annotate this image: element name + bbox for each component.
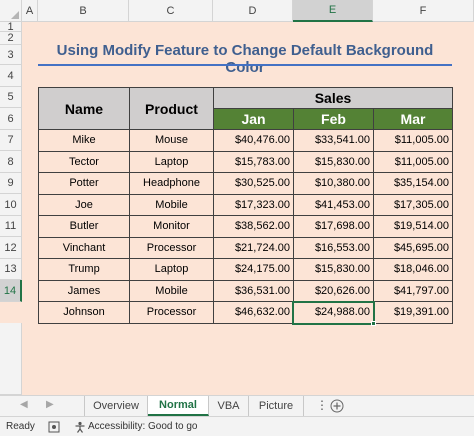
header-mar[interactable]: Mar <box>373 108 453 130</box>
column-header-b[interactable]: B <box>38 0 129 22</box>
accessibility-icon[interactable] <box>74 421 86 433</box>
cell-name[interactable]: Vinchant <box>38 236 130 259</box>
row-header-5[interactable]: 5 <box>0 87 22 108</box>
more-sheets-icon[interactable]: ⋮ <box>316 398 328 412</box>
cell-feb[interactable]: $16,553.00 <box>293 236 374 259</box>
cell-name[interactable]: James <box>38 279 130 302</box>
cell-name[interactable]: Butler <box>38 215 130 238</box>
cell-feb[interactable]: $33,541.00 <box>293 129 374 152</box>
row-header-8[interactable]: 8 <box>0 151 22 173</box>
cell-product[interactable]: Laptop <box>129 150 214 173</box>
row-header-13[interactable]: 13 <box>0 259 22 280</box>
cell-product[interactable]: Headphone <box>129 172 214 195</box>
status-bar: Ready Accessibility: Good to go <box>0 416 474 436</box>
cell-product[interactable]: Mouse <box>129 129 214 152</box>
cell-name[interactable]: Tector <box>38 150 130 173</box>
column-header-d[interactable]: D <box>213 0 293 22</box>
nav-next-icon[interactable]: ▶ <box>46 399 54 410</box>
row-header-9[interactable]: 9 <box>0 173 22 194</box>
cell-product[interactable]: Mobile <box>129 193 214 216</box>
sheet-tab-bar: ◀ ▶ Overview Normal VBA Picture ⋮ <box>0 395 474 416</box>
row-header-empty <box>0 323 22 395</box>
cell-jan[interactable]: $40,476.00 <box>213 129 294 152</box>
cell-feb[interactable]: $20,626.00 <box>293 279 374 302</box>
cell-mar[interactable]: $17,305.00 <box>373 193 453 216</box>
column-header-f[interactable]: F <box>373 0 474 22</box>
cell-mar[interactable]: $11,005.00 <box>373 150 453 173</box>
add-sheet-icon[interactable] <box>330 399 344 413</box>
fill-handle[interactable] <box>371 321 376 326</box>
cell-feb[interactable]: $15,830.00 <box>293 150 374 173</box>
tab-normal[interactable]: Normal <box>148 396 209 416</box>
title-underline <box>38 64 452 66</box>
tab-picture[interactable]: Picture <box>249 396 304 416</box>
cell-name[interactable]: Johnson <box>38 301 130 324</box>
status-ready: Ready <box>6 421 35 432</box>
cell-mar[interactable]: $41,797.00 <box>373 279 453 302</box>
sheet-title[interactable]: Using Modify Feature to Change Default B… <box>56 42 434 76</box>
cell-jan[interactable]: $17,323.00 <box>213 193 294 216</box>
row-header-11[interactable]: 11 <box>0 216 22 237</box>
cell-product[interactable]: Laptop <box>129 258 214 281</box>
row-header-10[interactable]: 10 <box>0 194 22 216</box>
header-name[interactable]: Name <box>38 87 130 130</box>
cell-product[interactable]: Mobile <box>129 279 214 302</box>
nav-prev-icon[interactable]: ◀ <box>20 399 28 410</box>
cell-feb[interactable]: $15,830.00 <box>293 258 374 281</box>
header-product[interactable]: Product <box>129 87 214 130</box>
cell-name[interactable]: Trump <box>38 258 130 281</box>
cell-mar[interactable]: $45,695.00 <box>373 236 453 259</box>
cell-jan[interactable]: $15,783.00 <box>213 150 294 173</box>
row-header-1[interactable]: 1 <box>0 21 22 33</box>
status-accessibility[interactable]: Accessibility: Good to go <box>88 421 198 432</box>
row-header-7[interactable]: 7 <box>0 130 22 151</box>
tab-vba[interactable]: VBA <box>209 396 249 416</box>
cell-name[interactable]: Joe <box>38 193 130 216</box>
row-header-2[interactable]: 2 <box>0 32 22 45</box>
cell-feb[interactable]: $41,453.00 <box>293 193 374 216</box>
active-cell-selection[interactable] <box>292 300 375 325</box>
cell-name[interactable]: Potter <box>38 172 130 195</box>
corner-triangle-icon <box>11 11 19 19</box>
cell-jan[interactable]: $38,562.00 <box>213 215 294 238</box>
cell-jan[interactable]: $36,531.00 <box>213 279 294 302</box>
cell-feb[interactable]: $10,380.00 <box>293 172 374 195</box>
row-header-12[interactable]: 12 <box>0 237 22 259</box>
cell-mar[interactable]: $35,154.00 <box>373 172 453 195</box>
cell-mar[interactable]: $19,391.00 <box>373 301 453 324</box>
cell-jan[interactable]: $21,724.00 <box>213 236 294 259</box>
tab-overview[interactable]: Overview <box>84 396 148 416</box>
row-header-3[interactable]: 3 <box>0 45 22 65</box>
cell-name[interactable]: Mike <box>38 129 130 152</box>
header-sales[interactable]: Sales <box>213 87 453 109</box>
cell-feb[interactable]: $17,698.00 <box>293 215 374 238</box>
row-header-6[interactable]: 6 <box>0 108 22 130</box>
column-header-e[interactable]: E <box>293 0 373 22</box>
cell-mar[interactable]: $11,005.00 <box>373 129 453 152</box>
cell-mar[interactable]: $19,514.00 <box>373 215 453 238</box>
cell-jan[interactable]: $46,632.00 <box>213 301 294 324</box>
cell-product[interactable]: Processor <box>129 301 214 324</box>
cell-jan[interactable]: $30,525.00 <box>213 172 294 195</box>
cell-mar[interactable]: $18,046.00 <box>373 258 453 281</box>
select-all-corner[interactable] <box>0 0 22 22</box>
cell-product[interactable]: Monitor <box>129 215 214 238</box>
macro-icon[interactable] <box>48 421 60 433</box>
header-feb[interactable]: Feb <box>293 108 374 130</box>
column-header-a[interactable]: A <box>22 0 38 22</box>
row-header-14[interactable]: 14 <box>0 280 22 302</box>
column-header-c[interactable]: C <box>129 0 213 22</box>
header-jan[interactable]: Jan <box>213 108 294 130</box>
cell-jan[interactable]: $24,175.00 <box>213 258 294 281</box>
cell-product[interactable]: Processor <box>129 236 214 259</box>
row-header-4[interactable]: 4 <box>0 65 22 87</box>
